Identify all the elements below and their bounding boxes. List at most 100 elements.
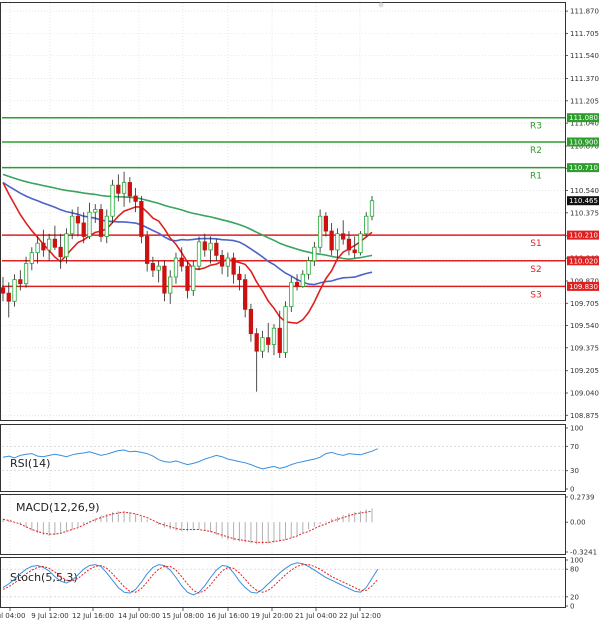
stoch-tick-label: 0 xyxy=(570,603,574,611)
level-label-s2: S2 xyxy=(530,265,541,275)
time-tick-label: 21 Jul 04:00 xyxy=(295,612,337,620)
price-tick-label: 110.540 xyxy=(570,187,599,195)
price-tick-label: 111.870 xyxy=(570,8,599,16)
candle-body xyxy=(208,242,213,251)
price-tick-label: 111.540 xyxy=(570,52,599,60)
candle-body xyxy=(254,333,259,352)
candle-body xyxy=(0,287,6,294)
candle-body xyxy=(29,252,34,264)
price-tick-label: 111.205 xyxy=(570,97,599,105)
time-tick-label: 15 Jul 08:00 xyxy=(162,612,204,620)
candlesticks xyxy=(0,171,375,392)
rsi-line xyxy=(2,448,378,470)
time-tick-label: Jul 04:00 xyxy=(0,612,25,620)
candle-body xyxy=(110,184,115,217)
candle-body xyxy=(214,242,219,256)
macd-title: MACD(12,26,9) xyxy=(16,501,100,514)
price-tick-label: 109.375 xyxy=(570,344,599,352)
candle-body xyxy=(277,327,282,353)
level-label-r3: R3 xyxy=(530,122,542,132)
current-price-tag: 110.465 xyxy=(569,197,598,205)
candle-body xyxy=(87,211,92,237)
candle-body xyxy=(260,337,265,352)
macd-tick-label: 0.2739 xyxy=(570,494,595,502)
candle-body xyxy=(225,257,230,267)
candle-body xyxy=(329,230,334,251)
time-tick-label: 22 Jul 12:00 xyxy=(339,612,381,620)
level-label-s3: S3 xyxy=(530,290,541,300)
rsi-panel-frame xyxy=(0,424,566,492)
time-tick-label: 12 Jul 16:00 xyxy=(72,612,114,620)
level-price-tag-bg xyxy=(567,113,599,123)
level-price-tag-bg xyxy=(567,137,599,147)
level-price-tag: 110.020 xyxy=(569,257,598,265)
candle-body xyxy=(369,200,375,217)
price-tick-label: 111.705 xyxy=(570,30,599,38)
candle-body xyxy=(6,292,11,302)
stoch-tick-label: 80 xyxy=(570,566,579,574)
level-price-tag: 109.830 xyxy=(569,283,598,291)
candle-body xyxy=(185,265,190,291)
level-price-tag-bg xyxy=(567,281,599,291)
rsi-tick-label: 30 xyxy=(570,467,579,475)
candle-body xyxy=(317,215,323,248)
candle-body xyxy=(323,215,329,232)
macd-indicator: 0.2739 0.00 -0.3241 xyxy=(2,494,597,557)
candle-body xyxy=(145,236,150,264)
candle-body xyxy=(35,242,40,254)
stoch-tick-label: 100 xyxy=(570,557,583,565)
level-label-r2: R2 xyxy=(530,146,542,156)
moving-average-line xyxy=(2,173,373,261)
candle-body xyxy=(352,249,357,254)
level-price-tag: 111.080 xyxy=(569,114,598,122)
candle-body xyxy=(150,263,156,271)
price-tick-label: 109.705 xyxy=(570,300,599,308)
candle-body xyxy=(364,215,369,235)
level-price-tag-bg xyxy=(567,230,599,240)
candle-body xyxy=(23,263,29,285)
rsi-tick-label: 70 xyxy=(570,443,579,451)
candle-body xyxy=(196,241,202,267)
price-tick-label: 108.875 xyxy=(570,412,599,420)
time-tick-label: 19 Jul 20:00 xyxy=(251,612,293,620)
moving-average-line xyxy=(2,181,373,286)
candle-body xyxy=(219,254,225,267)
level-price-tag: 110.210 xyxy=(569,232,598,240)
candle-body xyxy=(58,246,63,258)
candle-body xyxy=(41,242,46,251)
level-price-tag: 110.710 xyxy=(569,164,598,172)
level-price-tag: 110.900 xyxy=(569,139,598,147)
candle-body xyxy=(127,182,132,197)
price-tick-label: 110.870 xyxy=(570,143,599,151)
candle-body xyxy=(231,257,236,275)
stoch-panel-frame xyxy=(0,557,566,608)
price-tick-label: 110.375 xyxy=(570,209,599,217)
macd-tick-label: -0.3241 xyxy=(570,549,597,557)
candle-body xyxy=(283,306,288,353)
pivot-levels: R3 111.080 R2 110.900 R1 110.710 S1 110.210 S2 11… xyxy=(2,113,599,300)
candle-body xyxy=(341,233,346,240)
candle-body xyxy=(104,215,109,237)
candle-body xyxy=(237,273,242,281)
time-tick-label: 16 Jul 16:00 xyxy=(207,612,249,620)
macd-panel-frame xyxy=(0,494,566,555)
candle-body xyxy=(191,265,196,291)
candle-body xyxy=(18,279,23,285)
price-tick-label: 109.205 xyxy=(570,367,599,375)
time-tick-label: 9 Jul 12:00 xyxy=(31,612,69,620)
scroll-marker-icon xyxy=(378,2,384,8)
level-price-tag-bg xyxy=(567,256,599,266)
price-tick-label: 111.040 xyxy=(570,120,599,128)
level-label-r1: R1 xyxy=(530,172,542,182)
stoch-d-line xyxy=(2,564,379,594)
rsi-title: RSI(14) xyxy=(10,457,50,470)
candle-body xyxy=(52,238,58,248)
macd-signal-line xyxy=(2,510,373,543)
candle-body xyxy=(312,246,317,262)
rsi-tick-label: 0 xyxy=(570,486,574,494)
panel-frames xyxy=(0,2,566,608)
